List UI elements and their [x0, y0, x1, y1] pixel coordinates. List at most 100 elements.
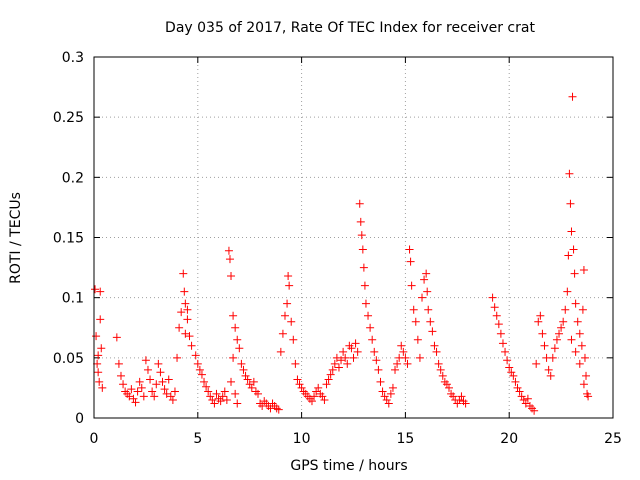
y-axis: 0 0.05 0.1 0.15 0.2 0.25 0.3 [53, 50, 613, 427]
data-point [559, 317, 568, 326]
data-point [241, 371, 250, 380]
data-point [505, 363, 514, 372]
data-point [575, 359, 584, 368]
data-point [351, 339, 360, 348]
data-point [397, 341, 406, 350]
y-tick-label: 0.15 [53, 231, 84, 247]
data-point [519, 395, 528, 404]
data-point [291, 359, 300, 368]
data-point [428, 327, 437, 336]
data-point [148, 387, 157, 396]
data-point [575, 329, 584, 338]
data-point [318, 392, 327, 401]
x-tick-label: 20 [500, 431, 518, 447]
x-axis-label: GPS time / hours [290, 458, 407, 474]
data-point [567, 227, 576, 236]
data-point [488, 293, 497, 302]
data-point [181, 329, 190, 338]
data-point [283, 299, 292, 308]
data-point [181, 299, 190, 308]
data-point [461, 399, 470, 408]
data-point [532, 359, 541, 368]
data-point [347, 344, 356, 353]
data-point [208, 395, 217, 404]
data-point [573, 317, 582, 326]
data-point [227, 377, 236, 386]
data-point [357, 231, 366, 240]
data-point [517, 392, 526, 401]
data-point [334, 363, 343, 372]
x-tick-label: 25 [604, 431, 622, 447]
data-point [498, 339, 507, 348]
data-point [307, 397, 316, 406]
data-point [403, 359, 412, 368]
data-point [98, 383, 107, 392]
data-point [216, 397, 225, 406]
data-point [94, 368, 103, 377]
data-point [455, 395, 464, 404]
data-point [185, 332, 194, 341]
data-point [285, 281, 294, 290]
data-point [156, 368, 165, 377]
data-point [245, 380, 254, 389]
data-point [548, 353, 557, 362]
x-axis: 0 5 10 15 20 25 [90, 57, 622, 447]
data-point [401, 353, 410, 362]
data-point [310, 392, 319, 401]
data-point [366, 323, 375, 332]
data-point [139, 392, 148, 401]
data-point [358, 245, 367, 254]
y-tick-label: 0 [75, 411, 84, 427]
data-point [570, 269, 579, 278]
data-point [349, 353, 358, 362]
data-point [160, 385, 169, 394]
data-point [168, 395, 177, 404]
plot-frame [93, 56, 614, 419]
data-point [330, 359, 339, 368]
data-point [370, 347, 379, 356]
data-point [501, 347, 510, 356]
data-point [356, 217, 365, 226]
data-point [127, 385, 136, 394]
data-point [293, 375, 302, 384]
data-point [557, 323, 566, 332]
data-point [183, 315, 192, 324]
data-point [415, 353, 424, 362]
data-point [496, 329, 505, 338]
data-point [540, 341, 549, 350]
data-point [341, 353, 350, 362]
data-point [492, 311, 501, 320]
data-point [222, 395, 231, 404]
data-point [119, 380, 128, 389]
data-point [453, 399, 462, 408]
data-point [407, 281, 416, 290]
data-point [353, 347, 362, 356]
data-point [563, 287, 572, 296]
data-point [523, 394, 532, 403]
data-point [224, 246, 233, 255]
data-point [372, 356, 381, 365]
data-point [312, 387, 321, 396]
data-point [197, 370, 206, 379]
data-point [202, 382, 211, 391]
data-point [328, 365, 337, 374]
x-tick-label: 5 [193, 431, 202, 447]
data-point [546, 371, 555, 380]
data-point [164, 375, 173, 384]
data-point [568, 92, 577, 101]
data-point [406, 257, 415, 266]
data-point [521, 399, 530, 408]
data-point [579, 380, 588, 389]
data-point [552, 335, 561, 344]
chart-title: Day 035 of 2017, Rate Of TEC Index for r… [165, 20, 535, 36]
x-tick-label: 10 [293, 431, 311, 447]
data-point [170, 387, 179, 396]
data-point [92, 332, 101, 341]
data-point [154, 359, 163, 368]
data-point [584, 392, 593, 401]
data-point [229, 353, 238, 362]
data-point [135, 377, 144, 386]
data-point [494, 320, 503, 329]
data-point [287, 317, 296, 326]
